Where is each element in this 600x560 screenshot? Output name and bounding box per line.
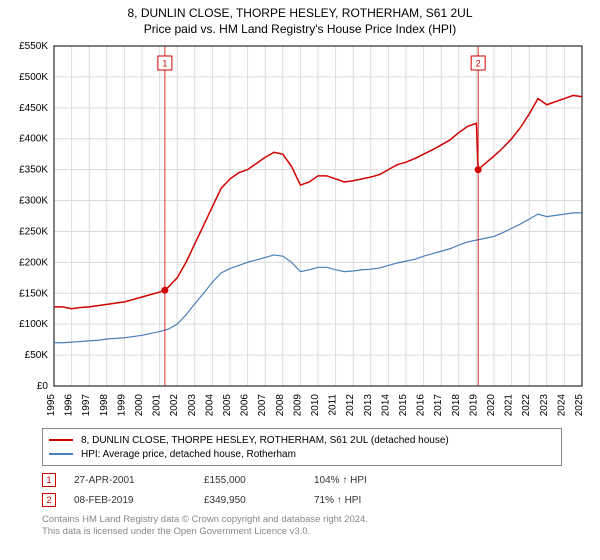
svg-text:2008: 2008 — [275, 394, 286, 417]
svg-text:2: 2 — [476, 59, 481, 69]
svg-text:2007: 2007 — [257, 394, 268, 417]
svg-text:£100K: £100K — [19, 319, 48, 330]
svg-text:2022: 2022 — [521, 394, 532, 417]
marker-pct-2: 71% ↑ HPI — [314, 495, 434, 506]
marker-price-1: £155,000 — [204, 475, 314, 486]
svg-text:£400K: £400K — [19, 134, 48, 145]
svg-text:2000: 2000 — [134, 394, 145, 417]
legend-label-1: 8, DUNLIN CLOSE, THORPE HESLEY, ROTHERHA… — [81, 435, 449, 446]
legend-swatch-1 — [49, 439, 73, 441]
svg-text:£450K: £450K — [19, 103, 48, 114]
svg-text:2020: 2020 — [486, 394, 497, 417]
svg-text:£350K: £350K — [19, 165, 48, 176]
svg-text:2013: 2013 — [363, 394, 374, 417]
svg-text:2017: 2017 — [433, 394, 444, 417]
footer: Contains HM Land Registry data © Crown c… — [42, 514, 368, 539]
svg-text:2011: 2011 — [328, 394, 339, 416]
svg-text:1995: 1995 — [46, 394, 57, 417]
svg-text:£150K: £150K — [19, 288, 48, 299]
svg-text:2001: 2001 — [152, 394, 163, 417]
marker-table: 1 27-APR-2001 £155,000 104% ↑ HPI 2 08-F… — [42, 470, 562, 510]
marker-pct-1: 104% ↑ HPI — [314, 475, 434, 486]
legend-swatch-2 — [49, 453, 73, 455]
svg-text:2023: 2023 — [539, 394, 550, 417]
svg-text:2004: 2004 — [204, 394, 215, 417]
marker-badge-1: 1 — [42, 473, 56, 487]
svg-text:2021: 2021 — [504, 394, 515, 417]
svg-text:2016: 2016 — [416, 394, 427, 417]
svg-text:1999: 1999 — [116, 394, 127, 417]
footer-line-1: Contains HM Land Registry data © Crown c… — [42, 514, 368, 526]
svg-text:1: 1 — [162, 59, 167, 69]
svg-text:2018: 2018 — [451, 394, 462, 417]
chart-container: 8, DUNLIN CLOSE, THORPE HESLEY, ROTHERHA… — [0, 0, 600, 560]
chart-svg: £0 £50K £100K £150K £200K £250K £300K £350K £400… — [10, 42, 590, 422]
svg-text:£200K: £200K — [19, 257, 48, 268]
legend-label-2: HPI: Average price, detached house, Roth… — [81, 449, 296, 460]
svg-text:£500K: £500K — [19, 72, 48, 83]
footer-line-2: This data is licensed under the Open Gov… — [42, 526, 368, 538]
legend-row-2: HPI: Average price, detached house, Roth… — [49, 447, 555, 461]
marker-row-1: 1 27-APR-2001 £155,000 104% ↑ HPI — [42, 470, 562, 490]
marker-date-1: 27-APR-2001 — [74, 475, 204, 486]
svg-text:£300K: £300K — [19, 196, 48, 207]
svg-text:2006: 2006 — [240, 394, 251, 417]
legend: 8, DUNLIN CLOSE, THORPE HESLEY, ROTHERHA… — [42, 428, 562, 466]
svg-text:£550K: £550K — [19, 42, 48, 52]
marker-date-2: 08-FEB-2019 — [74, 495, 204, 506]
title-area: 8, DUNLIN CLOSE, THORPE HESLEY, ROTHERHA… — [0, 0, 600, 36]
title-line-1: 8, DUNLIN CLOSE, THORPE HESLEY, ROTHERHA… — [0, 6, 600, 20]
svg-text:£50K: £50K — [25, 350, 49, 361]
svg-text:1997: 1997 — [81, 394, 92, 417]
svg-text:£0: £0 — [37, 381, 49, 392]
svg-text:2003: 2003 — [187, 394, 198, 417]
marker-row-2: 2 08-FEB-2019 £349,950 71% ↑ HPI — [42, 490, 562, 510]
marker-badge-2: 2 — [42, 493, 56, 507]
marker-price-2: £349,950 — [204, 495, 314, 506]
svg-text:1996: 1996 — [64, 394, 75, 417]
svg-text:2002: 2002 — [169, 394, 180, 417]
svg-text:2010: 2010 — [310, 394, 321, 417]
svg-text:2014: 2014 — [380, 394, 391, 417]
svg-text:1998: 1998 — [99, 394, 110, 417]
svg-text:2009: 2009 — [292, 394, 303, 417]
svg-text:2012: 2012 — [345, 394, 356, 417]
chart: £0 £50K £100K £150K £200K £250K £300K £350K £400… — [10, 42, 590, 422]
legend-row-1: 8, DUNLIN CLOSE, THORPE HESLEY, ROTHERHA… — [49, 433, 555, 447]
svg-text:2019: 2019 — [468, 394, 479, 417]
svg-text:2005: 2005 — [222, 394, 233, 417]
svg-text:£250K: £250K — [19, 226, 48, 237]
svg-text:2024: 2024 — [556, 394, 567, 417]
title-line-2: Price paid vs. HM Land Registry's House … — [0, 22, 600, 36]
svg-text:2015: 2015 — [398, 394, 409, 417]
svg-text:2025: 2025 — [574, 394, 585, 417]
